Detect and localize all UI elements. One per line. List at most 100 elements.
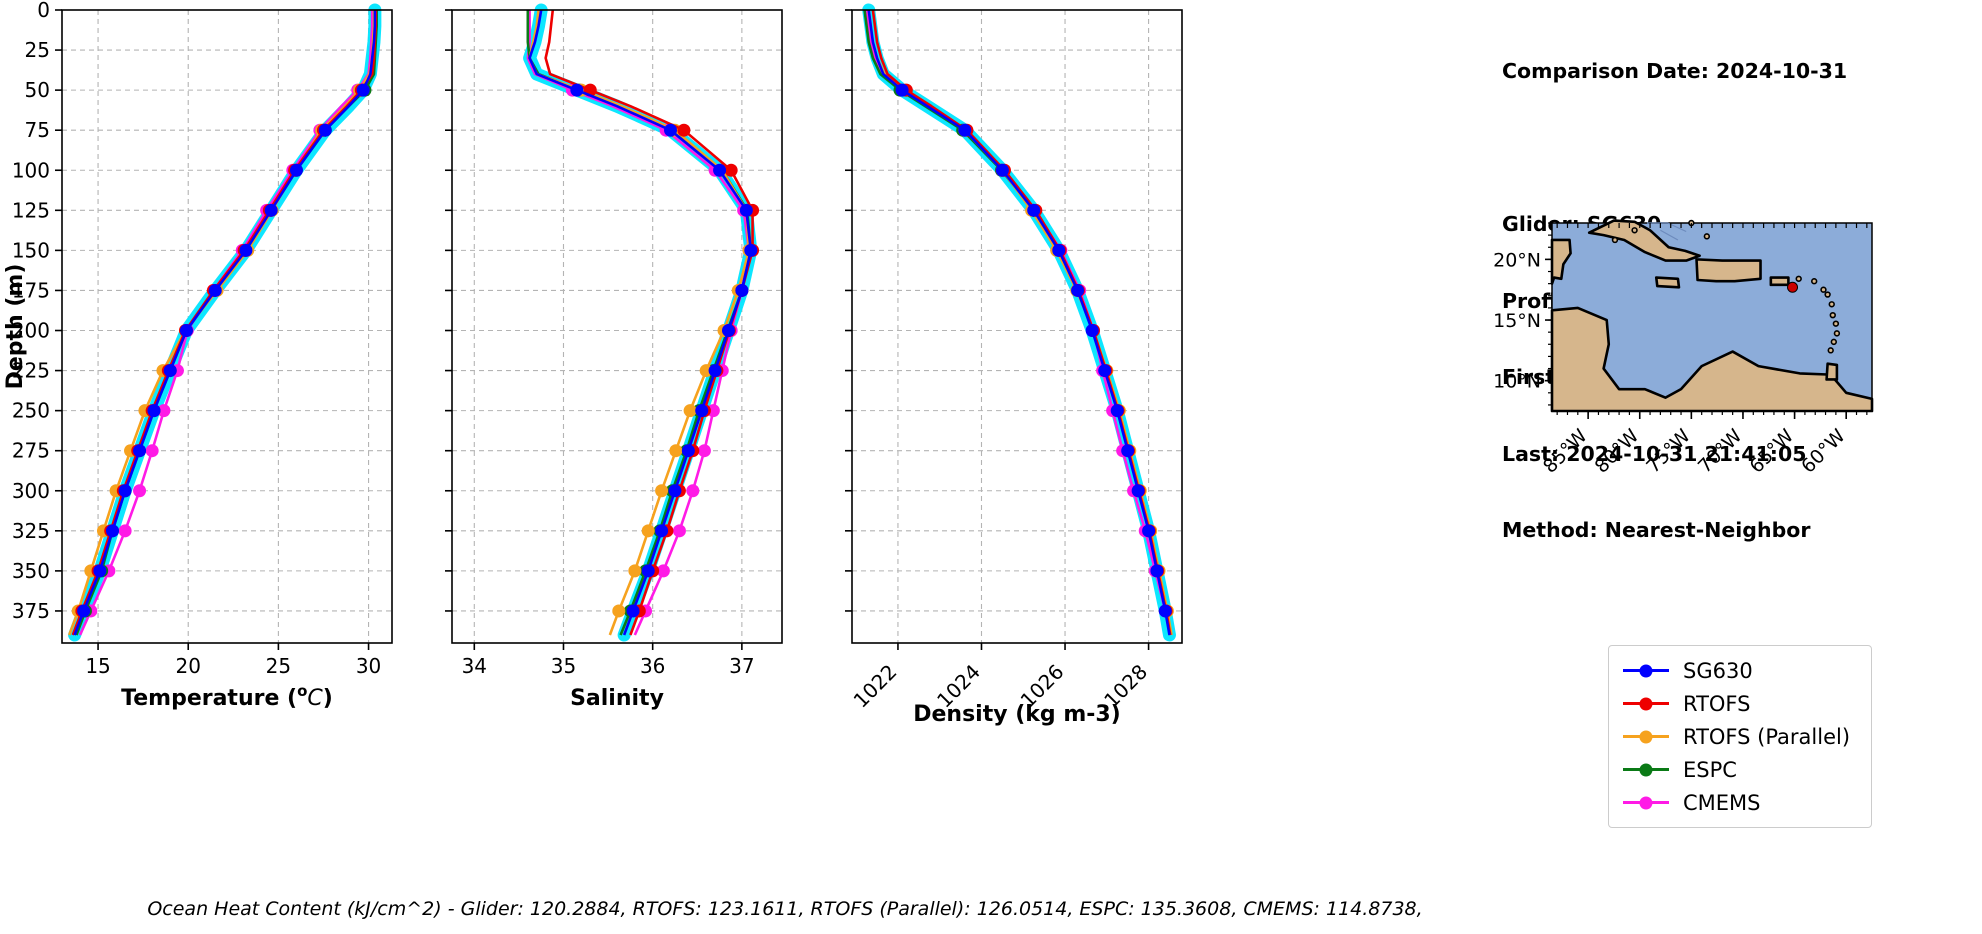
series-marker bbox=[318, 123, 332, 137]
series-line-rtofs bbox=[71, 10, 378, 636]
y-tick-label: 150 bbox=[12, 238, 50, 262]
map-island bbox=[1810, 278, 1818, 285]
series-marker bbox=[208, 283, 222, 297]
series-marker bbox=[1121, 444, 1135, 458]
legend-marker-dot bbox=[1639, 697, 1653, 710]
map-lon-label: 60°W bbox=[1797, 425, 1850, 478]
map-lon-label: 85°W bbox=[1539, 425, 1592, 478]
series-marker bbox=[1027, 203, 1041, 217]
location-map: 20°N 15°N 10°N 85°W 80°W 75°W 70°W 65°W 60°W bbox=[1490, 215, 1890, 495]
legend-item-rtofs-parallel-[interactable]: RTOFS (Parallel) bbox=[1609, 720, 1871, 753]
x-tick-label: 20 bbox=[176, 654, 201, 678]
series-line-espc bbox=[863, 9, 1172, 636]
glider-location-marker bbox=[1787, 281, 1799, 293]
series-marker bbox=[683, 404, 697, 418]
series-marker bbox=[1052, 243, 1066, 257]
series-line-rtofs-parallel- bbox=[528, 9, 751, 636]
series-line-espc bbox=[526, 10, 753, 636]
map-island bbox=[1828, 301, 1835, 308]
series-marker bbox=[641, 524, 655, 538]
map-island bbox=[1820, 286, 1827, 293]
series-marker bbox=[699, 364, 713, 378]
map-island bbox=[1795, 275, 1802, 282]
map-lon-label: 75°W bbox=[1642, 425, 1695, 478]
map-island bbox=[1832, 320, 1840, 327]
series-marker bbox=[1131, 484, 1145, 498]
legend: SG630 RTOFS RTOFS (Parallel) ESPC CMEMS bbox=[1608, 645, 1872, 828]
series-marker bbox=[721, 324, 735, 338]
y-axis-title: Depth (m) bbox=[3, 264, 28, 390]
salinity-panel: 34 35 36 37 Salinity bbox=[400, 0, 820, 900]
legend-marker-dot bbox=[1639, 730, 1653, 743]
series-marker bbox=[626, 604, 640, 618]
legend-item-rtofs[interactable]: RTOFS bbox=[1609, 687, 1871, 720]
y-tick-label: 275 bbox=[12, 439, 50, 463]
series-marker bbox=[895, 83, 909, 97]
series-marker bbox=[713, 163, 727, 177]
series-marker bbox=[1150, 564, 1164, 578]
map-island bbox=[1611, 236, 1619, 244]
map-island bbox=[1631, 227, 1638, 234]
series-marker bbox=[570, 83, 584, 97]
legend-item-sg630[interactable]: SG630 bbox=[1609, 654, 1871, 687]
legend-swatch bbox=[1623, 796, 1669, 809]
series-marker bbox=[655, 484, 669, 498]
density-panel: 1022 1024 1026 1028 Density (kg m-3) bbox=[800, 0, 1220, 900]
temperature-panel: 15 20 25 30 0 25 50 75 100 125 150 175 200 225 250 275 3… bbox=[0, 0, 440, 900]
legend-marker-dot bbox=[1639, 796, 1653, 809]
series-marker bbox=[706, 404, 720, 418]
legend-swatch bbox=[1623, 730, 1669, 743]
series-marker bbox=[958, 123, 972, 137]
map-lat-label: 10°N bbox=[1493, 371, 1541, 393]
y-tick-label: 300 bbox=[12, 479, 50, 503]
series-marker bbox=[147, 404, 161, 418]
series-marker bbox=[289, 163, 303, 177]
y-tick-label: 375 bbox=[12, 599, 50, 623]
series-marker bbox=[105, 524, 119, 538]
map-landmass bbox=[1825, 362, 1839, 381]
series-marker bbox=[118, 524, 132, 538]
legend-item-espc[interactable]: ESPC bbox=[1609, 753, 1871, 786]
series-line-rtofs bbox=[544, 9, 754, 636]
series-marker bbox=[118, 484, 132, 498]
x-tick-label: 34 bbox=[462, 654, 487, 678]
map-bank bbox=[1646, 222, 1687, 233]
series-marker bbox=[681, 444, 695, 458]
legend-item-cmems[interactable]: CMEMS bbox=[1609, 786, 1871, 819]
series-marker bbox=[655, 524, 669, 538]
series-line-cmems bbox=[526, 10, 751, 636]
comparison-date: Comparison Date: 2024-10-31 bbox=[1502, 59, 1848, 83]
map-svg: 20°N 15°N 10°N 85°W80°W75°W70°W65°W60°W bbox=[1493, 219, 1874, 478]
interp-method: Method: Nearest-Neighbor bbox=[1502, 518, 1811, 542]
axis-frame bbox=[61, 9, 393, 644]
map-island bbox=[1827, 347, 1834, 354]
series-marker bbox=[133, 444, 147, 458]
series-marker bbox=[695, 404, 709, 418]
series-marker bbox=[157, 404, 171, 418]
axis-frame bbox=[451, 9, 783, 644]
x-tick-label: 35 bbox=[551, 654, 576, 678]
y-tick-label: 125 bbox=[12, 198, 50, 222]
y-tick-label: 75 bbox=[25, 118, 50, 142]
series-marker bbox=[1158, 604, 1172, 618]
y-tick-label: 175 bbox=[12, 278, 50, 302]
series-marker bbox=[672, 524, 686, 538]
glider-uncertainty-band bbox=[523, 3, 758, 642]
series-marker bbox=[133, 484, 147, 498]
y-tick-label: 350 bbox=[12, 559, 50, 583]
series-marker bbox=[264, 203, 278, 217]
x-tick-label: 15 bbox=[85, 654, 110, 678]
x-tick-label: 25 bbox=[266, 654, 291, 678]
series-marker bbox=[179, 324, 193, 338]
x-tick-label: 30 bbox=[356, 654, 381, 678]
y-tick-label: 325 bbox=[12, 519, 50, 543]
map-lon-label: 70°W bbox=[1694, 425, 1747, 478]
series-marker bbox=[93, 564, 107, 578]
last-profile-time: Last: 2024-10-31 21:41:05 bbox=[1502, 441, 1807, 466]
x-tick-label: 37 bbox=[729, 654, 754, 678]
legend-label: RTOFS bbox=[1683, 691, 1751, 716]
series-marker bbox=[145, 444, 159, 458]
ohc-caption: Ocean Heat Content (kJ/cm^2) - Glider: 1… bbox=[147, 898, 1423, 920]
series-marker bbox=[697, 444, 711, 458]
x-tick-label: 36 bbox=[640, 654, 665, 678]
